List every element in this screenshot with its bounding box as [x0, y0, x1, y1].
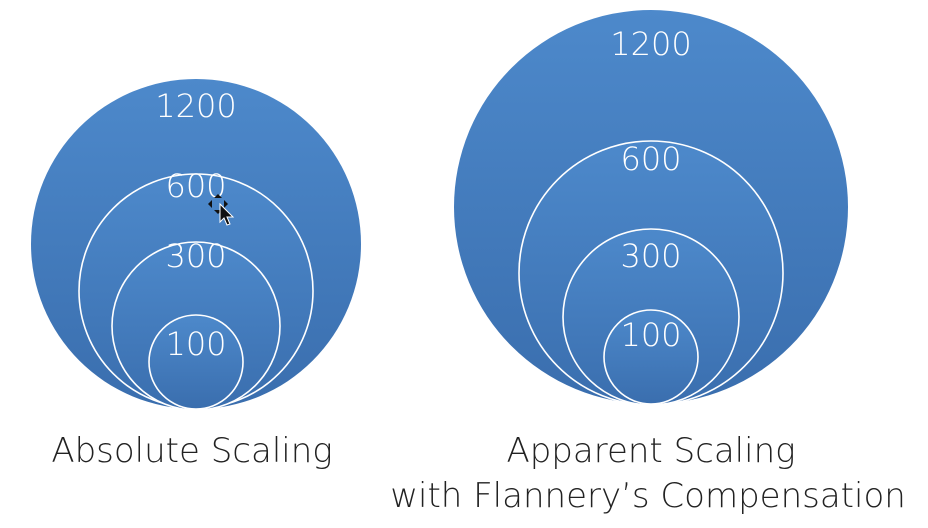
- right-label-1200: 1200: [610, 25, 691, 63]
- left-circle-100: [148, 314, 244, 410]
- right-label-300: 300: [620, 237, 681, 275]
- move-cursor-icon: [208, 194, 235, 226]
- left-label-100: 100: [165, 325, 226, 363]
- left-label-1200: 1200: [155, 87, 236, 125]
- absolute-scaling-caption: Absolute Scaling: [51, 431, 332, 471]
- absolute-scaling-panel: 1200 600 300 100 Absolute Scaling: [31, 79, 361, 471]
- left-label-300: 300: [165, 237, 226, 275]
- apparent-scaling-caption: Apparent Scaling: [506, 431, 795, 471]
- left-label-600: 600: [165, 167, 226, 205]
- right-label-600: 600: [620, 140, 681, 178]
- apparent-scaling-panel: 1200 600 300 100 Apparent Scaling with F…: [390, 10, 906, 516]
- right-label-100: 100: [620, 316, 681, 354]
- right-circle-100: [603, 309, 699, 405]
- flannery-compensation-caption: with Flannery’s Compensation: [390, 476, 906, 516]
